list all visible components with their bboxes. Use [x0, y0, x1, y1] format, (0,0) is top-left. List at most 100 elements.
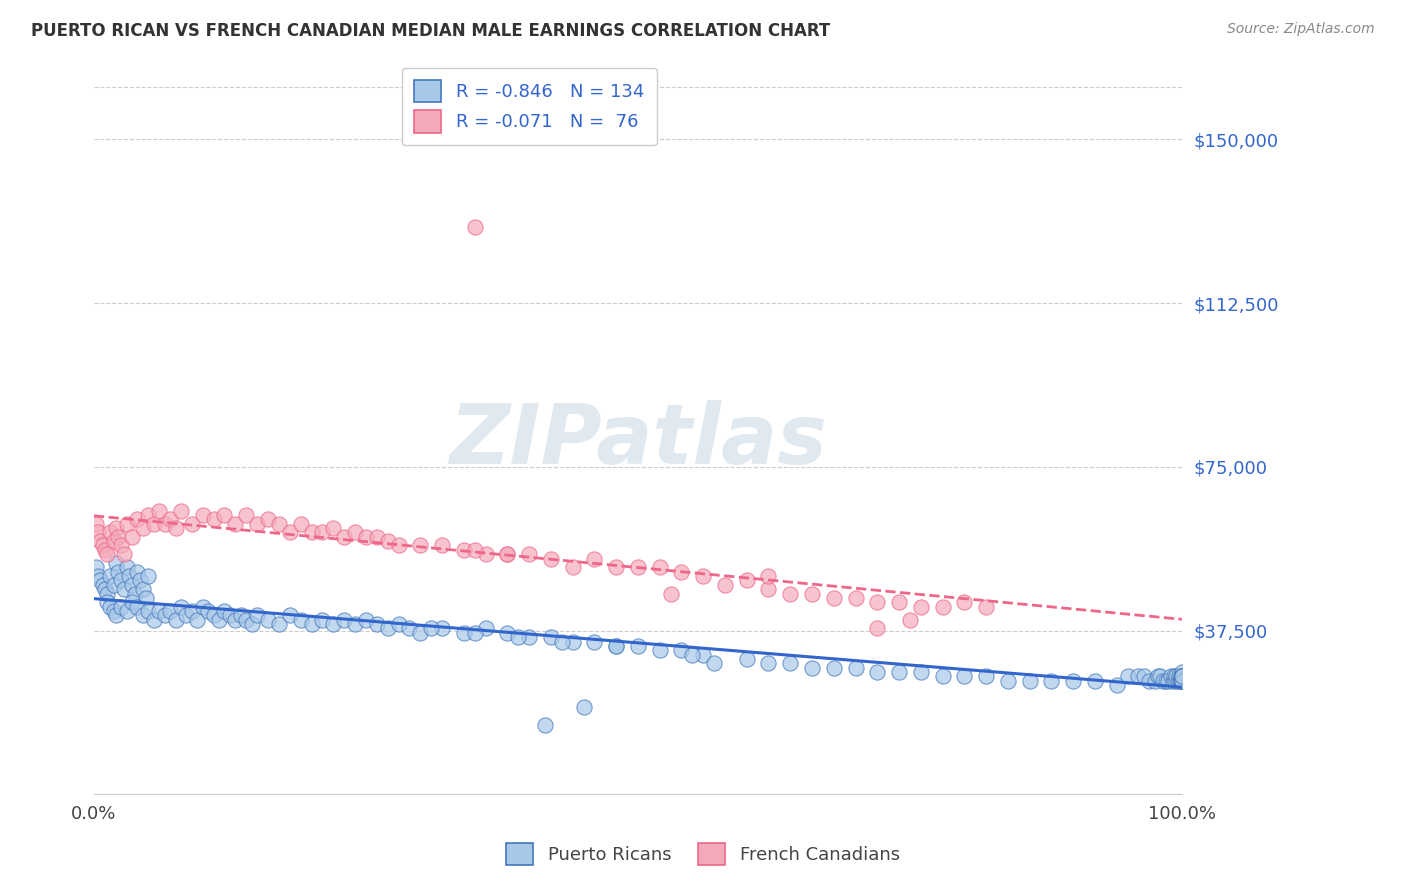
Point: [844, 661, 866, 675]
Point: [333, 530, 356, 544]
Point: [311, 613, 333, 627]
Point: [246, 516, 269, 531]
Point: [561, 634, 583, 648]
Point: [142, 516, 165, 531]
Point: [758, 657, 780, 671]
Point: [1018, 673, 1040, 688]
Point: [96, 595, 118, 609]
Point: [714, 578, 737, 592]
Point: [1171, 669, 1194, 683]
Point: [366, 530, 388, 544]
Point: [191, 508, 214, 522]
Point: [758, 582, 780, 596]
Point: [1166, 669, 1188, 683]
Point: [387, 617, 409, 632]
Point: [127, 512, 149, 526]
Point: [89, 574, 111, 588]
Point: [1171, 665, 1194, 679]
Point: [110, 539, 132, 553]
Point: [1164, 673, 1187, 688]
Point: [517, 547, 540, 561]
Point: [1137, 673, 1160, 688]
Point: [1171, 673, 1194, 688]
Point: [89, 534, 111, 549]
Point: [420, 622, 443, 636]
Point: [1128, 669, 1150, 683]
Point: [659, 586, 682, 600]
Point: [409, 625, 432, 640]
Point: [997, 673, 1019, 688]
Point: [1143, 673, 1166, 688]
Point: [931, 669, 953, 683]
Text: ZIPatlas: ZIPatlas: [449, 401, 827, 481]
Point: [387, 539, 409, 553]
Point: [801, 586, 824, 600]
Point: [583, 634, 606, 648]
Point: [333, 613, 356, 627]
Point: [344, 525, 367, 540]
Point: [758, 569, 780, 583]
Point: [96, 547, 118, 561]
Point: [1170, 669, 1192, 683]
Point: [605, 560, 627, 574]
Point: [735, 652, 758, 666]
Point: [1168, 673, 1191, 688]
Point: [1105, 678, 1128, 692]
Point: [910, 665, 932, 679]
Point: [246, 608, 269, 623]
Point: [132, 521, 155, 535]
Point: [1149, 669, 1171, 683]
Point: [112, 547, 135, 561]
Point: [1171, 673, 1194, 688]
Point: [112, 582, 135, 596]
Point: [301, 525, 323, 540]
Point: [170, 503, 193, 517]
Point: [627, 560, 650, 574]
Point: [931, 599, 953, 614]
Point: [453, 625, 475, 640]
Text: Source: ZipAtlas.com: Source: ZipAtlas.com: [1227, 22, 1375, 37]
Point: [453, 542, 475, 557]
Point: [898, 613, 921, 627]
Point: [110, 599, 132, 614]
Point: [104, 521, 127, 535]
Point: [136, 569, 159, 583]
Point: [103, 604, 125, 618]
Point: [605, 639, 627, 653]
Point: [974, 599, 997, 614]
Point: [1062, 673, 1084, 688]
Point: [132, 608, 155, 623]
Point: [124, 586, 146, 600]
Point: [267, 617, 290, 632]
Point: [866, 595, 889, 609]
Point: [107, 565, 129, 579]
Point: [430, 622, 453, 636]
Point: [96, 586, 118, 600]
Point: [496, 547, 519, 561]
Point: [583, 551, 606, 566]
Point: [801, 661, 824, 675]
Point: [703, 657, 725, 671]
Point: [671, 643, 693, 657]
Point: [377, 534, 399, 549]
Point: [474, 547, 496, 561]
Point: [1133, 669, 1156, 683]
Point: [165, 613, 187, 627]
Point: [648, 560, 671, 574]
Point: [103, 578, 125, 592]
Point: [235, 508, 257, 522]
Point: [671, 565, 693, 579]
Point: [910, 599, 932, 614]
Point: [94, 542, 117, 557]
Point: [153, 516, 176, 531]
Point: [692, 569, 714, 583]
Point: [224, 516, 246, 531]
Point: [219, 608, 242, 623]
Point: [176, 608, 198, 623]
Point: [235, 613, 257, 627]
Legend: Puerto Ricans, French Canadians: Puerto Ricans, French Canadians: [498, 834, 908, 874]
Point: [572, 700, 595, 714]
Point: [398, 622, 420, 636]
Point: [953, 669, 976, 683]
Point: [257, 512, 280, 526]
